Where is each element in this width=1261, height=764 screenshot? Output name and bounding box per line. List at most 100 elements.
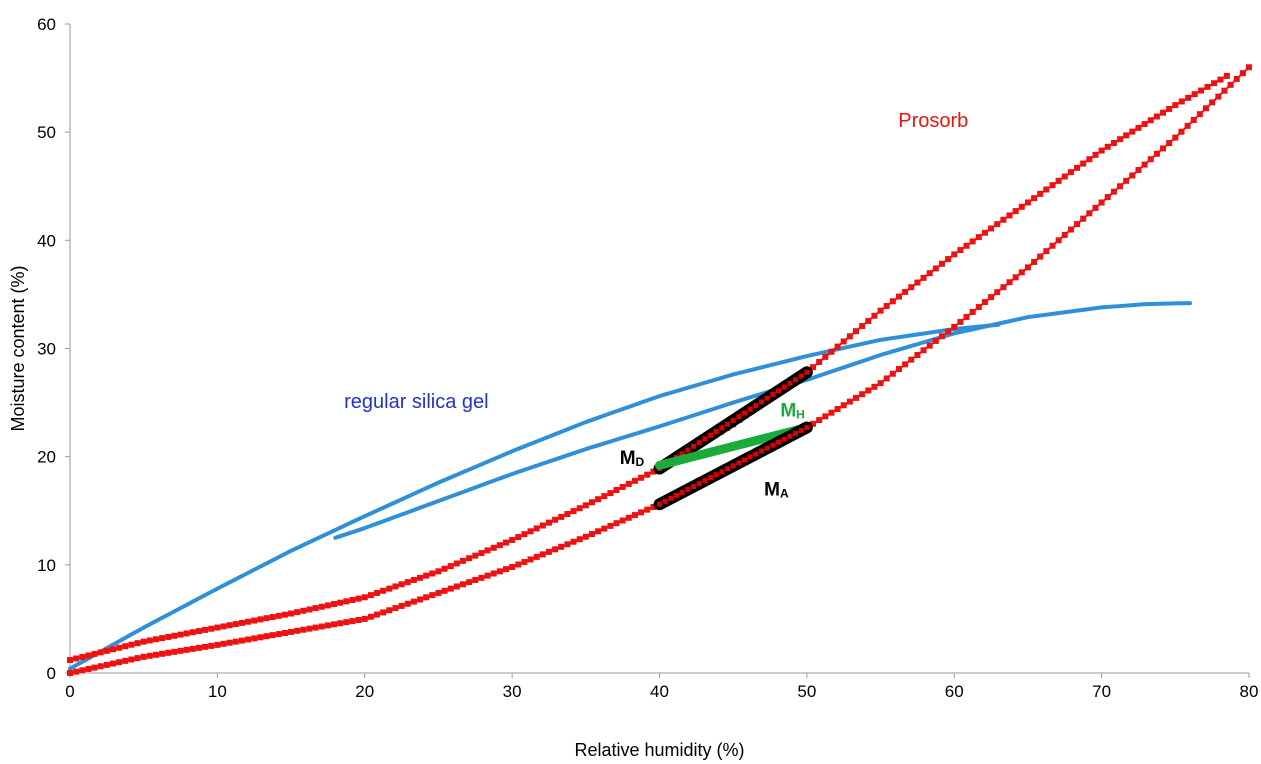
prosorb-marker (1117, 136, 1124, 143)
prosorb-marker (361, 594, 368, 601)
prosorb-marker (85, 665, 92, 672)
prosorb-marker (1227, 81, 1234, 88)
prosorb-marker (392, 583, 399, 590)
prosorb-marker (902, 288, 909, 295)
prosorb-marker (1006, 279, 1013, 286)
prosorb-marker (938, 260, 945, 267)
prosorb-marker (1246, 64, 1252, 71)
prosorb-marker (435, 589, 442, 596)
prosorb-marker (545, 519, 552, 526)
prosorb-marker (1223, 72, 1230, 79)
segment-marker (759, 399, 765, 405)
x-tick-label: 80 (1240, 682, 1259, 701)
prosorb-marker (1129, 172, 1136, 179)
prosorb-marker (840, 338, 847, 345)
prosorb-marker (331, 601, 338, 608)
prosorb-marker (109, 646, 116, 653)
y-tick-label: 40 (37, 231, 56, 250)
prosorb-marker (1074, 164, 1081, 171)
prosorb-marker (73, 655, 80, 662)
prosorb-marker (312, 624, 319, 631)
segment-marker (753, 451, 759, 457)
segment-marker (770, 392, 776, 398)
prosorb-marker (263, 633, 270, 640)
prosorb-marker (195, 628, 202, 635)
segment-marker (730, 463, 736, 469)
prosorb-marker (128, 656, 135, 663)
prosorb-marker (1204, 83, 1211, 90)
prosorb-marker (926, 270, 933, 277)
prosorb-marker (214, 641, 221, 648)
prosorb-marker (343, 619, 350, 626)
segment-marker (742, 410, 748, 416)
prosorb-marker (484, 572, 491, 579)
prosorb-marker (926, 342, 933, 349)
prosorb-marker (1233, 75, 1240, 82)
prosorb-marker (281, 629, 288, 636)
prosorb-marker (116, 659, 123, 666)
prosorb-marker (938, 333, 945, 340)
segment-marker (793, 377, 799, 383)
prosorb-marker (1074, 221, 1081, 228)
md-label: MD (620, 448, 645, 469)
prosorb-marker (109, 660, 116, 667)
prosorb-marker (1239, 70, 1246, 77)
prosorb-marker (975, 304, 982, 311)
ma-label: MA (764, 480, 789, 501)
prosorb-marker (1190, 116, 1197, 123)
prosorb-marker (816, 359, 823, 366)
prosorb-marker (478, 550, 485, 557)
prosorb-marker (183, 630, 190, 637)
prosorb-marker (1110, 139, 1117, 146)
prosorb-marker (889, 370, 896, 377)
prosorb-marker (1061, 231, 1068, 238)
prosorb-marker (1153, 113, 1160, 120)
prosorb-marker (466, 579, 473, 586)
prosorb-marker (195, 644, 202, 651)
prosorb-marker (1024, 264, 1031, 271)
prosorb-marker (1217, 76, 1224, 83)
segment-marker (781, 436, 787, 442)
prosorb-marker (1086, 156, 1093, 163)
prosorb-marker (263, 615, 270, 622)
prosorb-marker (423, 594, 430, 601)
prosorb-marker (1000, 216, 1007, 223)
silica-label: regular silica gel (344, 391, 489, 413)
prosorb-marker (183, 646, 190, 653)
prosorb-marker (288, 628, 295, 635)
prosorb-marker (865, 317, 872, 324)
prosorb-marker (1104, 194, 1111, 201)
x-tick-label: 0 (65, 682, 74, 701)
y-tick-label: 20 (37, 448, 56, 467)
prosorb-marker (269, 632, 276, 639)
prosorb-marker (490, 570, 497, 577)
prosorb-marker (202, 626, 209, 633)
prosorb-marker (920, 347, 927, 354)
prosorb-marker (975, 234, 982, 241)
prosorb-marker (294, 627, 301, 634)
prosorb-marker (644, 506, 651, 513)
prosorb-marker (515, 534, 522, 541)
prosorb-marker (981, 299, 988, 306)
prosorb-marker (238, 637, 245, 644)
prosorb-marker (570, 538, 577, 545)
prosorb-marker (644, 471, 651, 478)
prosorb-marker (1049, 242, 1056, 249)
prosorb-marker (1191, 91, 1198, 98)
prosorb-marker (269, 614, 276, 621)
prosorb-marker (650, 503, 657, 510)
prosorb-marker (429, 570, 436, 577)
prosorb-marker (367, 592, 374, 599)
prosorb-marker (146, 652, 153, 659)
segment-marker (725, 466, 731, 472)
segment-marker (736, 460, 742, 466)
prosorb-marker (1012, 208, 1019, 215)
prosorb-marker (846, 333, 853, 340)
mh-subscript: H (796, 408, 805, 422)
prosorb-marker (300, 607, 307, 614)
prosorb-marker (588, 499, 595, 506)
segment-marker (770, 442, 776, 448)
prosorb-marker (1043, 186, 1050, 193)
series-prosorb (67, 64, 1252, 676)
prosorb-marker (1184, 122, 1191, 129)
